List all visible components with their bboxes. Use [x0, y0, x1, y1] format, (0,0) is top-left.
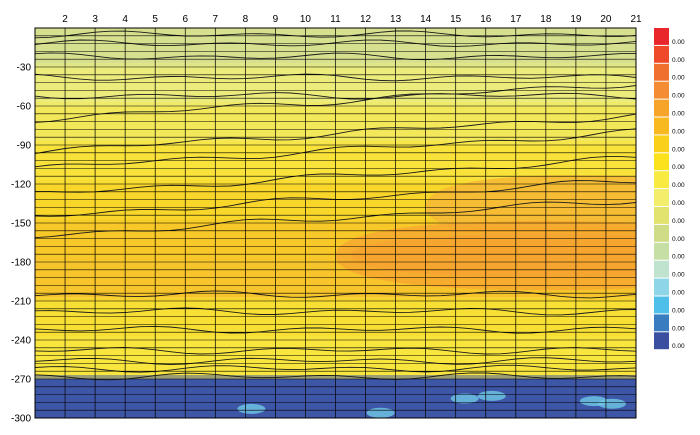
x-tick-label: 12 [360, 14, 372, 25]
x-tick-label: 8 [243, 14, 249, 25]
legend-label: 0.00 [672, 343, 685, 350]
legend-label: 0.00 [672, 325, 685, 332]
x-tick-label: 6 [182, 14, 188, 25]
x-tick-label: 20 [600, 14, 612, 25]
legend-label: 0.00 [672, 111, 685, 118]
y-axis-ticks: -30 -60 -90 -120 -150 -180 -210 -240 -270 -300 [11, 63, 31, 425]
color-legend: 0.00 0.00 0.00 0.00 0.00 0.00 0.00 0.00 0.00 0.00… [654, 28, 685, 350]
y-tick-label: -180 [11, 258, 31, 269]
legend-swatch [654, 278, 669, 296]
legend-label: 0.00 [672, 39, 685, 46]
x-tick-label: 11 [330, 14, 341, 25]
cool-spot [477, 390, 506, 401]
cool-spot [450, 393, 479, 404]
legend-label: 0.00 [672, 200, 685, 207]
y-tick-label: -300 [11, 414, 31, 425]
legend-label: 0.00 [672, 290, 685, 297]
legend-swatch [654, 28, 669, 45]
legend-swatch [654, 99, 669, 117]
x-tick-label: 16 [480, 14, 492, 25]
x-tick-label: 2 [62, 14, 68, 25]
x-tick-label: 19 [570, 14, 582, 25]
legend-swatch [654, 242, 669, 260]
y-tick-label: -270 [11, 375, 31, 386]
legend-label: 0.00 [672, 236, 685, 243]
x-tick-label: 18 [540, 14, 552, 25]
legend-label: 0.00 [672, 254, 685, 261]
y-tick-label: -30 [17, 63, 32, 74]
legend-swatch [654, 153, 669, 171]
legend-swatch [654, 135, 669, 153]
legend-label: 0.00 [672, 307, 685, 314]
y-tick-label: -150 [11, 219, 31, 230]
legend-swatch [654, 260, 669, 278]
cool-spot [597, 398, 626, 409]
x-axis-ticks: 2 3 4 5 6 7 8 9 10 11 12 13 14 15 16 17 18 19 20 21 [62, 14, 642, 25]
legend-swatch [654, 117, 669, 135]
legend-swatch [654, 171, 669, 189]
legend-swatch [654, 332, 669, 350]
x-tick-label: 15 [450, 14, 462, 25]
light-orange-zone [335, 220, 636, 291]
legend-label: 0.00 [672, 57, 685, 64]
legend-swatch [654, 81, 669, 99]
legend-swatch [654, 45, 669, 63]
y-tick-label: -120 [11, 180, 31, 191]
x-tick-label: 3 [92, 14, 98, 25]
y-tick-label: -90 [17, 141, 32, 152]
x-tick-label: 14 [420, 14, 432, 25]
legend-label: 0.00 [672, 182, 685, 189]
legend-label: 0.00 [672, 146, 685, 153]
legend-label: 0.00 [672, 93, 685, 100]
x-tick-label: 17 [510, 14, 522, 25]
legend-label: 0.00 [672, 164, 685, 171]
x-tick-label: 13 [390, 14, 402, 25]
x-tick-label: 9 [273, 14, 279, 25]
x-tick-label: 5 [152, 14, 158, 25]
legend-label: 0.00 [672, 272, 685, 279]
x-tick-label: 7 [213, 14, 219, 25]
legend-swatch [654, 207, 669, 224]
grid [34, 27, 637, 419]
legend-label: 0.00 [672, 128, 685, 135]
x-tick-label: 21 [630, 14, 642, 25]
legend-swatch [654, 189, 669, 206]
plot-frame [34, 27, 637, 419]
legend-label: 0.00 [672, 218, 685, 225]
legend-swatch [654, 224, 669, 242]
y-tick-label: -240 [11, 336, 31, 347]
y-tick-label: -60 [17, 102, 32, 113]
x-tick-label: 4 [122, 14, 128, 25]
legend-swatch [654, 63, 669, 81]
legend-swatch [654, 314, 669, 332]
x-tick-label: 10 [300, 14, 312, 25]
cool-spot [366, 407, 395, 418]
legend-swatch [654, 296, 669, 314]
legend-label: 0.00 [672, 75, 685, 82]
y-tick-label: -210 [11, 297, 31, 308]
cool-spot [237, 403, 266, 414]
